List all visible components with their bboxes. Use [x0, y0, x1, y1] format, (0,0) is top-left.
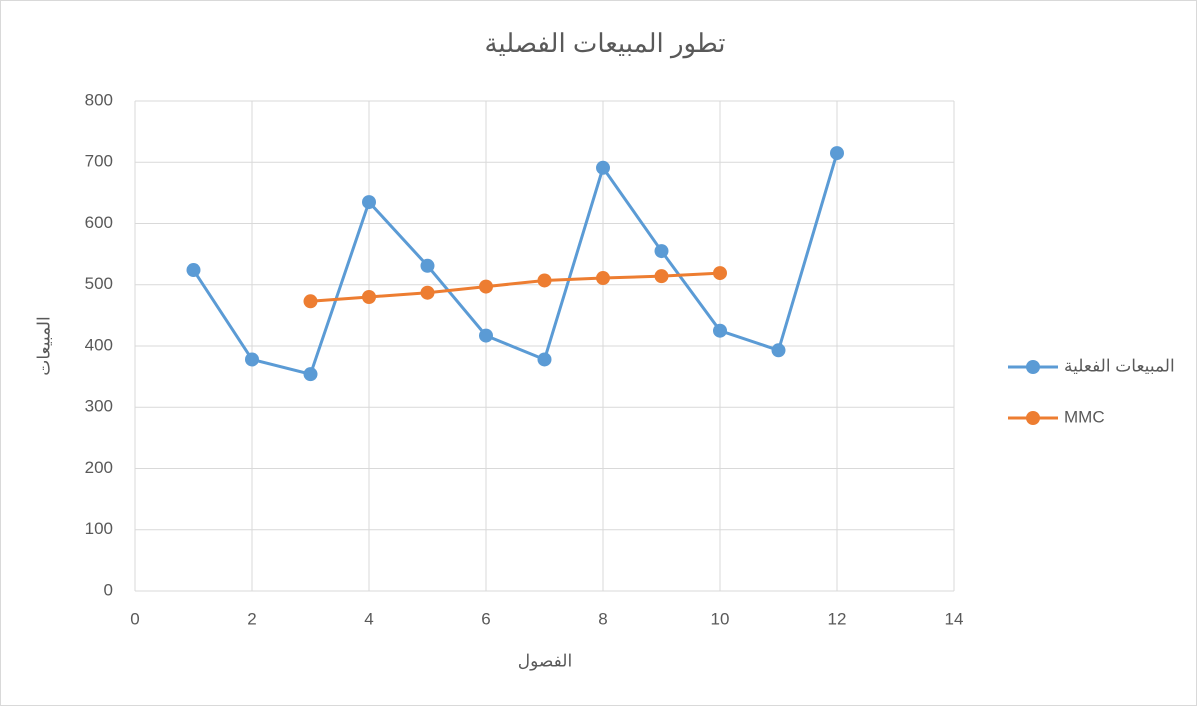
data-point: [596, 271, 610, 286]
x-tick-label: 10: [711, 609, 730, 628]
data-point: [362, 195, 376, 210]
x-tick-label: 0: [130, 609, 139, 628]
x-tick-label: 14: [945, 609, 964, 628]
y-tick-label: 500: [85, 274, 113, 293]
data-point: [245, 352, 259, 367]
y-tick-label: 600: [85, 213, 113, 232]
y-tick-label: 400: [85, 335, 113, 354]
series-line: [310, 271, 721, 303]
data-point: [420, 285, 435, 300]
data-point: [654, 269, 669, 284]
series-line: [192, 152, 839, 376]
data-point: [713, 266, 727, 281]
legend-marker: [1026, 360, 1040, 374]
x-tick-label: 8: [598, 609, 607, 628]
data-point: [654, 244, 669, 259]
data-point: [186, 263, 201, 278]
x-tick-label: 2: [247, 609, 256, 628]
data-point: [479, 279, 493, 294]
data-point: [537, 273, 552, 288]
data-point: [420, 258, 435, 273]
legend-marker: [1026, 411, 1040, 425]
data-point: [537, 352, 552, 367]
y-tick-label: 300: [85, 397, 113, 416]
y-tick-label: 100: [85, 519, 113, 538]
y-tick-label: 0: [104, 580, 113, 599]
legend-label: المبيعات الفعلية: [1064, 356, 1175, 375]
legend-label: MMC: [1064, 407, 1105, 426]
data-point: [303, 294, 318, 309]
data-point: [771, 343, 786, 358]
x-tick-label: 4: [364, 609, 373, 628]
data-point: [479, 328, 493, 343]
chart-title: تطور المبيعات الفصلية: [484, 28, 725, 59]
x-tick-label: 12: [828, 609, 847, 628]
y-axis-label: المبيعات: [34, 316, 53, 375]
data-point: [303, 367, 318, 382]
y-tick-label: 700: [85, 152, 113, 171]
x-axis-label: الفصول: [518, 651, 572, 671]
data-point: [362, 290, 376, 304]
x-tick-label: 6: [481, 609, 490, 628]
y-tick-label: 200: [85, 458, 113, 477]
y-tick-label: 800: [85, 90, 113, 109]
data-point: [713, 323, 727, 338]
data-point: [830, 146, 844, 161]
data-point: [596, 160, 610, 175]
